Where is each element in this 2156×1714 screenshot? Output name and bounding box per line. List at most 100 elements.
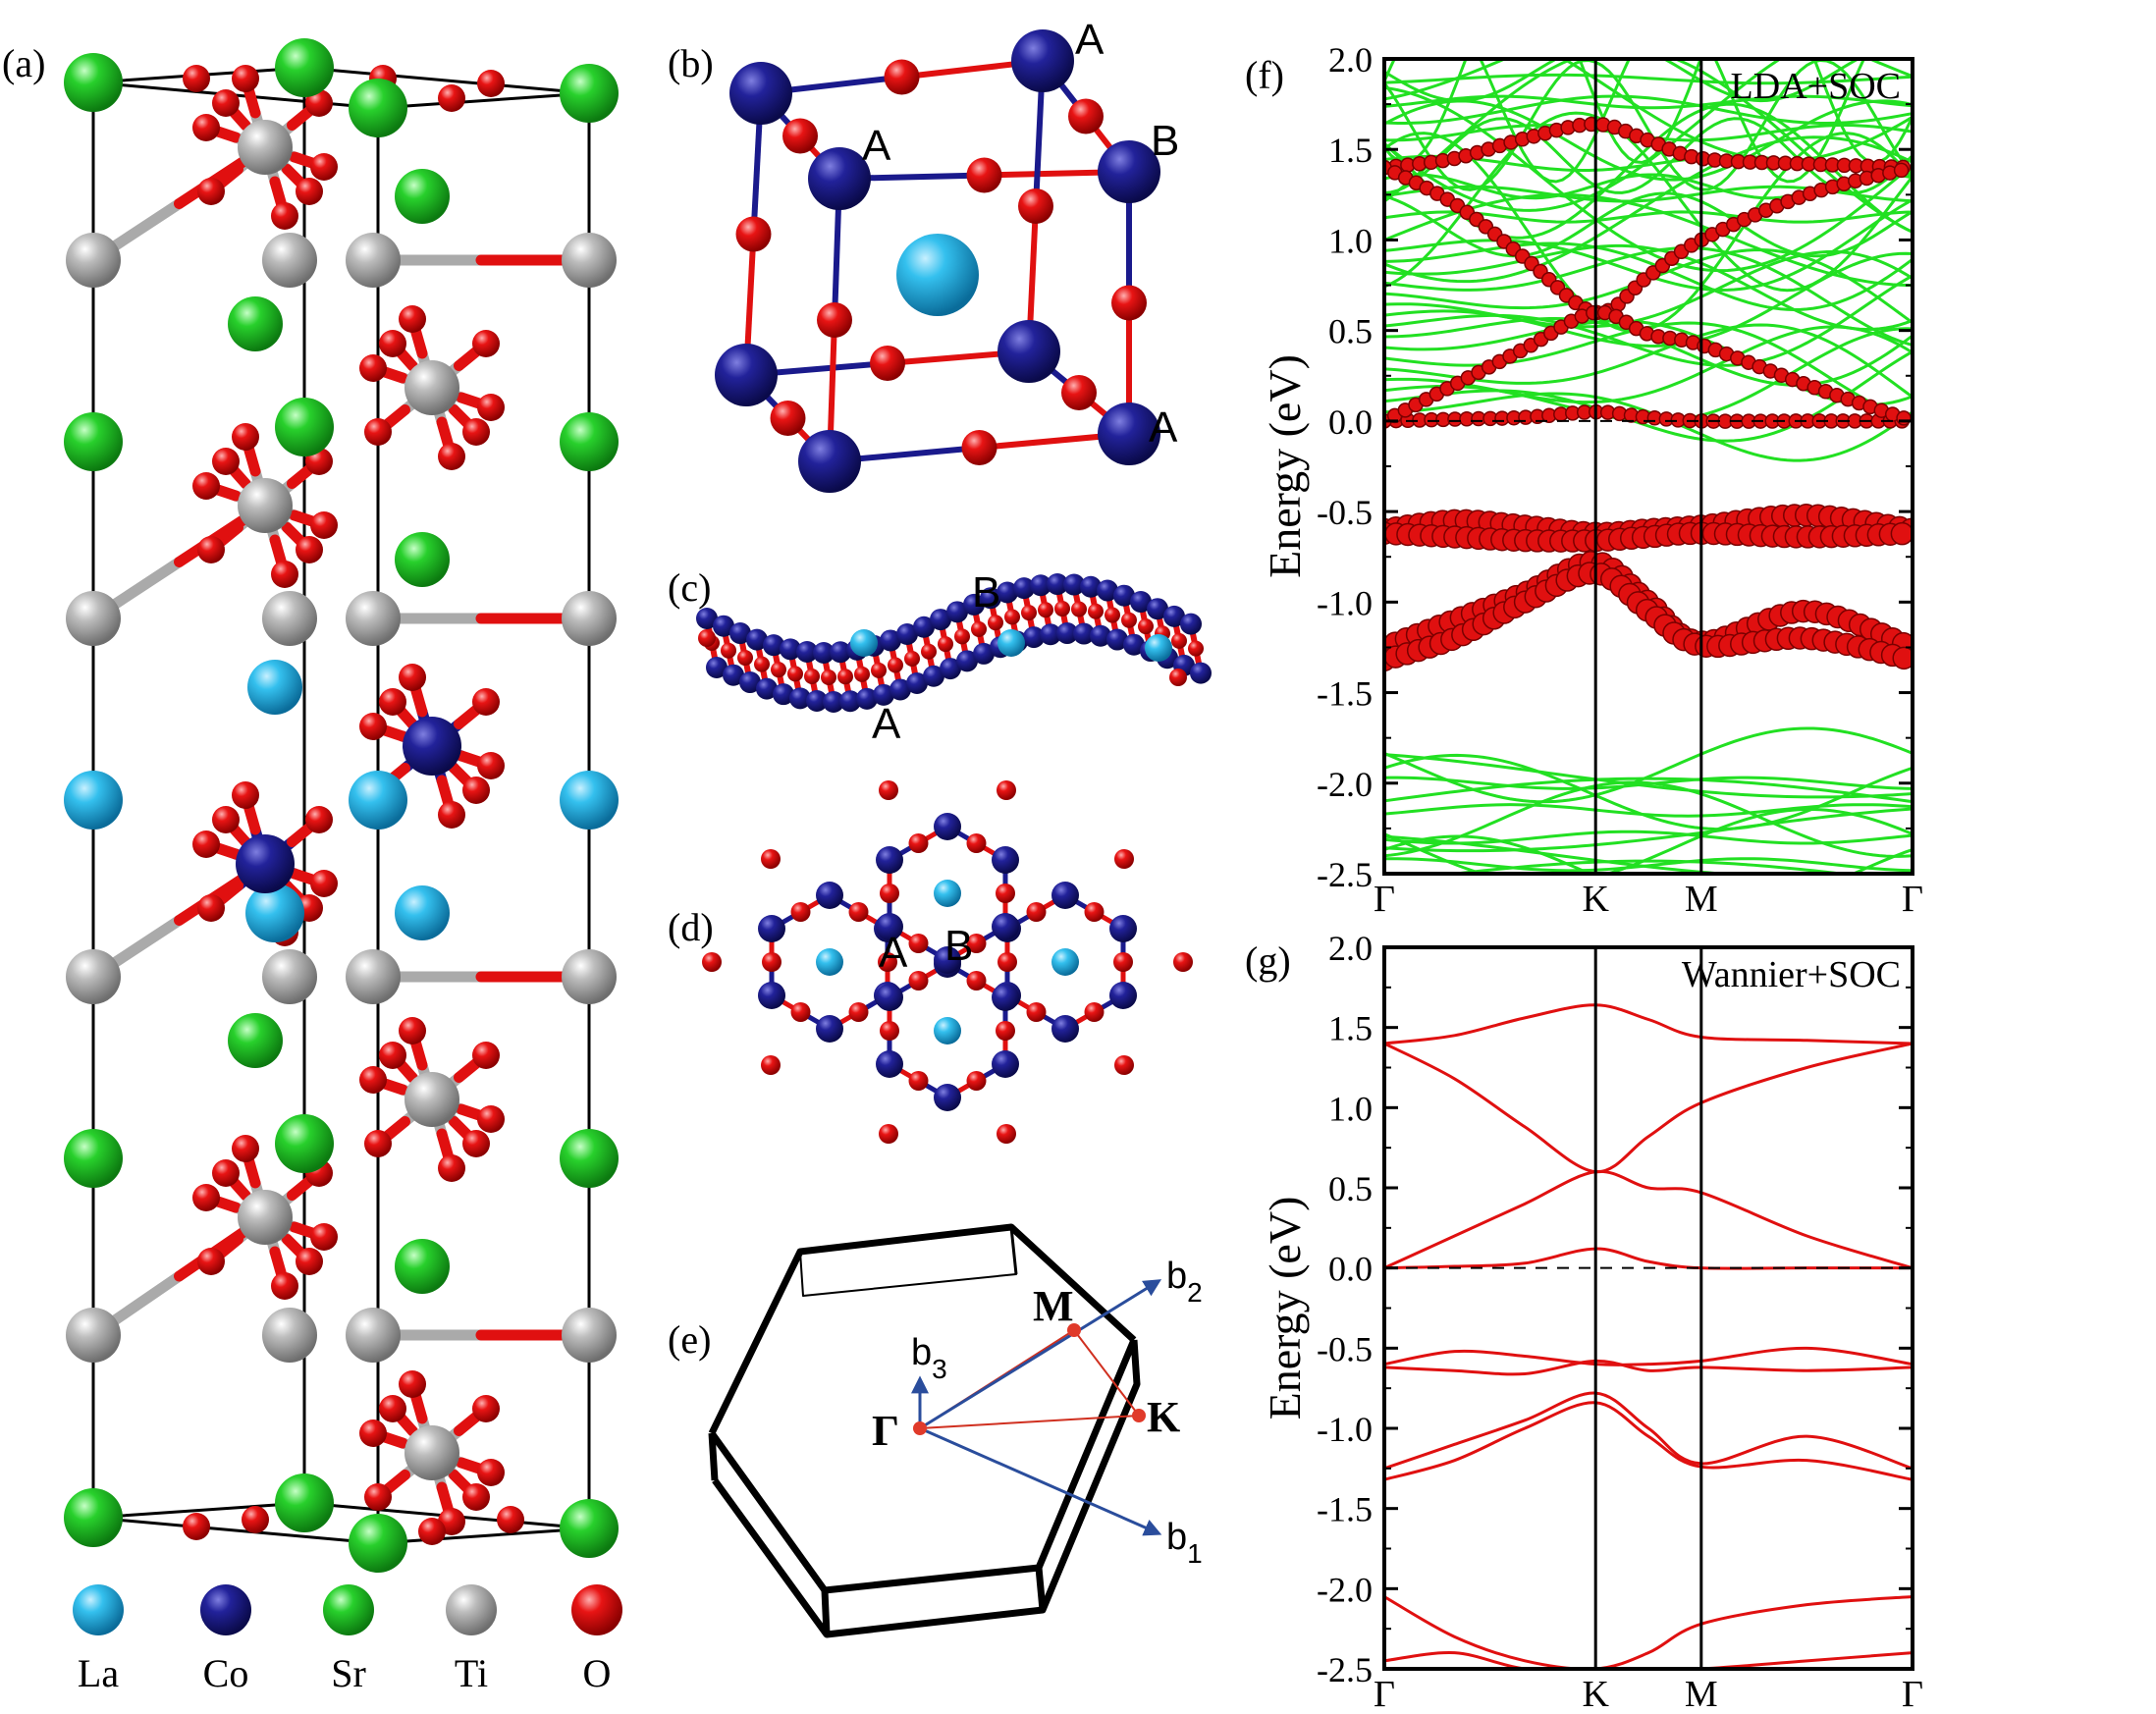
- o-atom: [771, 662, 786, 678]
- sr-atom: [64, 412, 123, 471]
- bz-gamma-point: [913, 1421, 927, 1435]
- o-atom: [212, 1159, 240, 1187]
- la-atom: [1145, 634, 1172, 662]
- o-atom: [1138, 618, 1154, 635]
- y-axis-label: Energy (eV): [1260, 1197, 1310, 1420]
- bz-k-label: K: [1147, 1393, 1180, 1441]
- panel-e-label: (e): [668, 1317, 711, 1362]
- co-atom: [880, 629, 901, 652]
- o-atom: [364, 1483, 392, 1511]
- co-atom: [873, 683, 894, 706]
- o-atom: [735, 216, 772, 252]
- sr-atom: [275, 398, 334, 456]
- bz-m-label: M: [1033, 1282, 1074, 1330]
- legend-ti: Ti: [446, 1584, 497, 1695]
- ti-atom: [262, 591, 317, 646]
- legend-sr: Sr: [323, 1584, 374, 1695]
- o-atom: [1171, 632, 1187, 649]
- o-atom: [296, 1248, 323, 1275]
- co-atom: [876, 1050, 903, 1078]
- o-atom: [997, 1124, 1016, 1144]
- o-atom: [359, 354, 387, 382]
- o-atom: [192, 114, 220, 141]
- la-atom: [395, 885, 450, 940]
- ti-atom: [238, 120, 293, 175]
- co-atom: [876, 846, 903, 874]
- co-atom: [816, 1015, 843, 1043]
- o-atom: [954, 628, 970, 645]
- panel-c-buckled-layer: (c) B A: [668, 565, 1212, 748]
- co-atom: [876, 913, 903, 940]
- y-tick-label: -1.0: [1317, 1410, 1373, 1449]
- o-atom: [1068, 98, 1104, 134]
- projected-band-marker: [1896, 410, 1912, 426]
- o-atom: [271, 202, 298, 230]
- y-tick-label: 0.0: [1328, 1250, 1373, 1289]
- o-atom: [884, 59, 920, 95]
- site-label-d-b: B: [944, 922, 973, 970]
- o-atom: [379, 330, 406, 357]
- o-atom: [879, 780, 898, 800]
- sr-atom: [275, 1473, 334, 1532]
- projected-band-marker: [1893, 162, 1910, 179]
- y-tick-label: 0.5: [1328, 1169, 1373, 1208]
- o-atom: [904, 651, 920, 668]
- co-atom: [823, 690, 844, 713]
- panel-e-brillouin-zone: (e) Γ M K b3 b2 b1: [668, 1223, 1203, 1638]
- o-atom: [1114, 1055, 1134, 1075]
- bulk-band: [1384, 776, 1913, 790]
- site-label-c-a: A: [872, 700, 901, 748]
- co-atom: [236, 834, 295, 893]
- co-atom: [403, 717, 461, 776]
- o-atom: [462, 1130, 490, 1157]
- bulk-band: [1384, 753, 1913, 831]
- o-atom: [192, 472, 220, 500]
- y-tick-label: -1.5: [1317, 1490, 1373, 1529]
- co-atom: [992, 913, 1019, 940]
- k-point-label: M: [1685, 879, 1718, 920]
- o-atom: [438, 84, 465, 112]
- co-atom: [830, 641, 851, 664]
- bulk-band: [1384, 99, 1913, 182]
- band-plot-frame: 2.01.51.00.50.0-0.5-1.0-1.5-2.0-2.5Γ K M ΓE…: [1260, 929, 1923, 1714]
- o-atom: [790, 902, 811, 922]
- sr-atom: [349, 79, 407, 137]
- bulk-band: [1384, 807, 1913, 853]
- o-atom: [438, 443, 465, 470]
- panel-d-honeycomb: (d) A B: [668, 780, 1193, 1144]
- bulk-band: [1384, 241, 1913, 311]
- panel-g-wannier-soc-bands: (g) 2.01.51.00.50.0-0.5-1.0-1.5-2.0-2.5Γ…: [1245, 929, 1923, 1714]
- o-atom: [192, 830, 220, 858]
- o-atom: [754, 656, 770, 672]
- o-atom: [880, 884, 899, 903]
- co-atom: [746, 628, 768, 651]
- o-atom: [870, 346, 905, 381]
- co-atom: [780, 638, 801, 661]
- o-atom: [698, 629, 716, 647]
- co-atom: [934, 946, 961, 974]
- o-atom: [477, 1459, 505, 1486]
- bz-gamma-label: Γ: [872, 1407, 899, 1455]
- co-atom: [1147, 598, 1168, 620]
- sr-atom: [395, 532, 450, 587]
- site-label-b: B: [1151, 117, 1179, 165]
- o-atom: [702, 952, 722, 972]
- o-atom: [399, 1017, 426, 1044]
- o-atom: [359, 713, 387, 740]
- o-atom: [305, 89, 333, 117]
- bulk-band: [1384, 94, 1913, 110]
- wannier-band-4: [1384, 1346, 1913, 1366]
- y-tick-label: 1.5: [1328, 131, 1373, 170]
- bulk-band: [1384, 834, 1913, 874]
- o-atom: [782, 118, 818, 154]
- o-atom: [472, 1395, 500, 1422]
- o-atom: [305, 806, 333, 833]
- co-atom: [1098, 402, 1160, 465]
- k-point-label: K: [1582, 879, 1609, 920]
- bulk-band: [1561, 59, 1913, 163]
- o-atom: [379, 1042, 406, 1069]
- o-atom: [271, 561, 298, 588]
- y-tick-label: 1.0: [1328, 221, 1373, 260]
- legend-ti-label: Ti: [455, 1651, 488, 1695]
- o-atom: [721, 642, 736, 659]
